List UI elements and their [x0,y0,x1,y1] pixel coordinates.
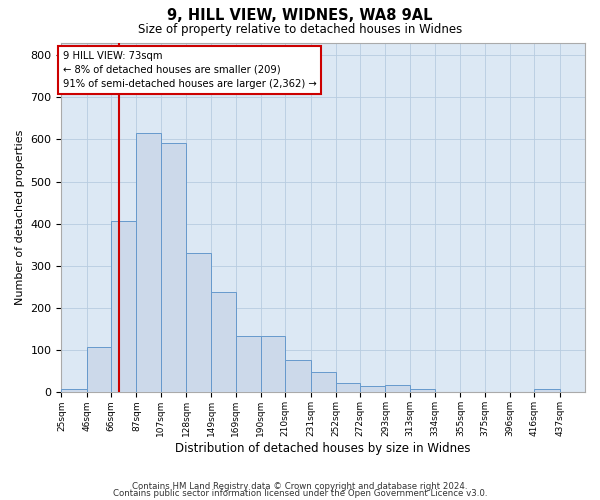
Text: Size of property relative to detached houses in Widnes: Size of property relative to detached ho… [138,22,462,36]
Bar [161,143,186,392]
Bar [186,254,211,392]
Bar [211,292,236,392]
Text: Contains public sector information licensed under the Open Government Licence v3: Contains public sector information licen… [113,490,487,498]
Bar [534,389,560,392]
Text: Contains HM Land Registry data © Crown copyright and database right 2024.: Contains HM Land Registry data © Crown c… [132,482,468,491]
Bar [111,221,136,392]
Text: 9 HILL VIEW: 73sqm
← 8% of detached houses are smaller (209)
91% of semi-detache: 9 HILL VIEW: 73sqm ← 8% of detached hous… [62,51,316,89]
Bar [336,383,360,392]
Bar [285,360,311,392]
Bar [261,336,285,392]
Bar [87,347,111,393]
Bar [236,336,261,392]
Text: 9, HILL VIEW, WIDNES, WA8 9AL: 9, HILL VIEW, WIDNES, WA8 9AL [167,8,433,22]
Bar [61,389,87,392]
Bar [136,132,161,392]
Bar [311,372,336,392]
Y-axis label: Number of detached properties: Number of detached properties [15,130,25,305]
Bar [410,389,435,392]
X-axis label: Distribution of detached houses by size in Widnes: Distribution of detached houses by size … [175,442,471,455]
Bar [385,385,410,392]
Bar [360,386,385,392]
